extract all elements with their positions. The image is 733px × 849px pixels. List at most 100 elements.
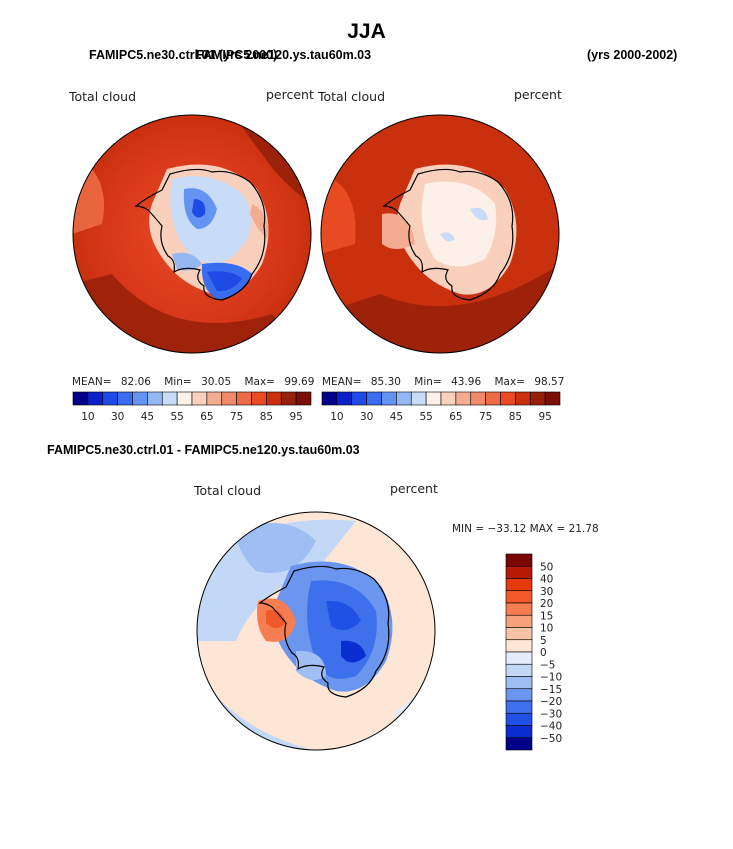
left-max-value: 99.69	[284, 376, 315, 388]
left-colorbar-tick-label: 65	[200, 411, 213, 423]
diff-colorbar-tick-label: −50	[540, 733, 562, 745]
diff-colorbar-swatch	[505, 737, 533, 751]
right-colorbar-swatch	[455, 391, 472, 406]
diff-colorbar-tick-label: −40	[540, 721, 562, 733]
left-colorbar-swatch	[295, 391, 312, 406]
season-title: JJA	[347, 20, 386, 43]
left-panel-header: FAMIPC5.ne30.ctrl.01 (yrs 2000)	[89, 48, 278, 62]
diff-colorbar-swatch	[505, 602, 533, 616]
left-colorbar-swatch	[161, 391, 178, 406]
left-colorbar-swatch	[280, 391, 297, 406]
left-variable-label: Total cloud	[69, 89, 137, 104]
right-colorbar-swatch	[351, 391, 367, 406]
left-colorbar-swatch	[117, 391, 133, 406]
left-colorbar-tick-label: 85	[260, 411, 273, 423]
right-panel-years: (yrs 2000-2002)	[587, 48, 678, 62]
left-colorbar-tick-label: 30	[111, 411, 124, 423]
diff-colorbar-tick-label: −10	[540, 672, 562, 684]
diff-panel-header: FAMIPC5.ne30.ctrl.01 - FAMIPC5.ne120.ys.…	[47, 443, 360, 457]
right-colorbar-swatch	[485, 391, 501, 406]
right-colorbar-tick-label: 45	[390, 411, 403, 423]
right-colorbar-swatch	[500, 391, 516, 406]
left-colorbar-tick-label: 55	[170, 411, 183, 423]
left-stats: MEAN= 82.06 Min= 30.05 Max= 99.69	[72, 376, 314, 388]
right-colorbar-swatch	[396, 391, 412, 406]
left-colorbar-swatch	[102, 391, 118, 406]
diff-colorbar-swatch	[505, 725, 533, 739]
right-mean-label: MEAN=	[322, 376, 362, 388]
left-colorbar-tick-label: 75	[230, 411, 243, 423]
diff-colorbar-swatch	[505, 663, 533, 677]
right-colorbar-swatch	[425, 391, 442, 406]
right-colorbar: 10 30 45 55 65 75 85 95	[321, 391, 561, 423]
diff-colorbar-tick-label: −15	[540, 684, 562, 696]
diff-colorbar-swatch	[505, 578, 533, 592]
left-max-label: Max=	[244, 376, 275, 388]
right-colorbar-tick-label: 55	[419, 411, 432, 423]
diff-variable-label: Total cloud	[194, 483, 262, 498]
diff-colorbar-swatch	[505, 565, 533, 579]
diff-colorbar-swatch	[505, 614, 533, 628]
left-colorbar-swatch	[147, 391, 163, 406]
right-colorbar-swatch	[410, 391, 427, 406]
left-colorbar-swatch	[251, 391, 267, 406]
right-min-label: Min=	[414, 376, 442, 388]
left-colorbar-tick-label: 95	[289, 411, 302, 423]
left-mean-label: MEAN=	[72, 376, 112, 388]
right-colorbar-swatch	[515, 391, 531, 406]
right-colorbar-tick-label: 65	[449, 411, 462, 423]
diff-colorbar-swatch	[505, 712, 533, 726]
right-colorbar-tick-label: 30	[360, 411, 373, 423]
diff-colorbar-swatch	[505, 627, 533, 641]
right-max-label: Max=	[494, 376, 525, 388]
left-units-label: percent	[266, 87, 314, 102]
right-units-label: percent	[514, 87, 562, 102]
diff-colorbar-swatch	[505, 676, 533, 690]
diff-colorbar-tick-label: −30	[540, 708, 562, 720]
left-colorbar-swatch	[221, 391, 237, 406]
right-colorbar-tick-label: 75	[479, 411, 492, 423]
left-colorbar-swatch	[236, 391, 252, 406]
left-colorbar: 10 30 45 55 65 75 85 95	[72, 391, 312, 423]
right-min-value: 43.96	[451, 376, 482, 388]
diff-colorbar-swatch	[505, 651, 533, 665]
right-stats: MEAN= 85.30 Min= 43.96 Max= 98.57	[322, 376, 564, 388]
diff-minmax: MIN = −33.12 MAX = 21.78	[452, 523, 599, 535]
right-mean-value: 85.30	[370, 376, 401, 388]
diff-polar-map	[196, 511, 436, 751]
diff-colorbar-tick-label: 5	[540, 635, 547, 647]
diff-colorbar-swatch	[505, 639, 533, 653]
diff-colorbar-swatch	[505, 700, 533, 714]
right-colorbar-swatch	[529, 391, 546, 406]
right-colorbar-swatch	[544, 391, 561, 406]
diff-colorbar-tick-label: 50	[540, 561, 553, 573]
right-max-value: 98.57	[534, 376, 565, 388]
diff-colorbar-tick-label: −20	[540, 696, 562, 708]
diff-colorbar-tick-label: −5	[540, 659, 555, 671]
left-colorbar-swatch	[191, 391, 208, 406]
diff-colorbar-swatch	[505, 553, 533, 567]
right-colorbar-swatch	[381, 391, 397, 406]
right-colorbar-swatch	[366, 391, 382, 406]
right-colorbar-tick-label: 85	[509, 411, 522, 423]
diff-colorbar-tick-label: 20	[540, 598, 553, 610]
diff-colorbar-tick-label: 30	[540, 586, 553, 598]
left-mean-value: 82.06	[120, 376, 151, 388]
right-variable-label: Total cloud	[318, 89, 386, 104]
diff-colorbar-tick-label: 0	[540, 647, 547, 659]
right-polar-map	[320, 114, 560, 354]
right-colorbar-swatch	[470, 391, 486, 406]
diff-colorbar-swatch	[505, 590, 533, 604]
left-colorbar-swatch	[87, 391, 104, 406]
right-colorbar-tick-label: 10	[330, 411, 343, 423]
right-colorbar-tick-label: 95	[538, 411, 551, 423]
right-colorbar-swatch	[336, 391, 353, 406]
left-min-value: 30.05	[201, 376, 232, 388]
left-colorbar-swatch	[132, 391, 148, 406]
diff-colorbar-tick-label: 40	[540, 574, 553, 586]
right-panel-header: FAMIPC5.ne120.ys.tau60m.03	[196, 48, 372, 62]
left-colorbar-swatch	[72, 391, 89, 406]
diff-units-label: percent	[390, 481, 438, 496]
left-colorbar-swatch	[266, 391, 282, 406]
